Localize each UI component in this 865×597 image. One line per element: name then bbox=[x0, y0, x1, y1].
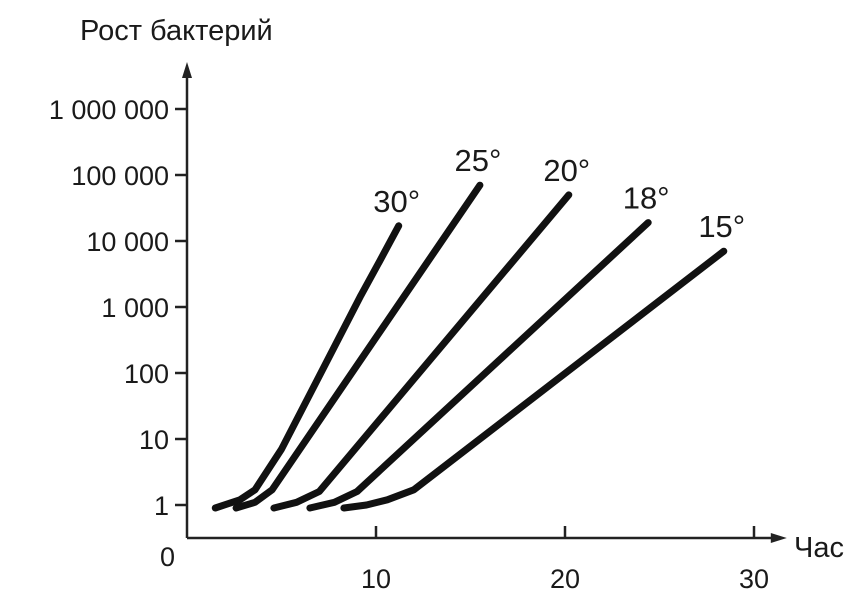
series-label: 30° bbox=[373, 184, 420, 219]
y-ticks: 1 10 100 1 000 10 000 100 000 1 000 000 bbox=[49, 95, 187, 521]
x-tick-label: 20 bbox=[550, 564, 580, 594]
x-axis-arrow-icon bbox=[770, 533, 787, 543]
series-lines: 30° 25° 20° 18° 15° bbox=[211, 143, 745, 512]
y-tick-label: 100 bbox=[124, 359, 169, 389]
y-tick-label: 10 bbox=[139, 425, 169, 455]
y-tick-label: 100 000 bbox=[71, 161, 169, 191]
axes bbox=[182, 62, 787, 543]
series-line bbox=[211, 222, 403, 512]
series-line bbox=[270, 191, 573, 512]
y-axis-arrow-icon bbox=[182, 62, 192, 78]
x-ticks: 10 20 30 bbox=[361, 526, 769, 594]
x-tick-label: 10 bbox=[361, 564, 391, 594]
series-label: 15° bbox=[698, 209, 745, 244]
y-tick-label: 1 000 bbox=[101, 293, 169, 323]
y-tick-label: 1 bbox=[154, 491, 169, 521]
series-line bbox=[232, 181, 484, 512]
x-axis-title: Час bbox=[794, 532, 844, 564]
y-tick-label: 10 000 bbox=[86, 227, 169, 257]
series-line bbox=[306, 219, 652, 512]
series-label: 18° bbox=[623, 181, 670, 216]
series-line bbox=[340, 247, 728, 512]
x-tick-label: 30 bbox=[739, 564, 769, 594]
origin-label: 0 bbox=[160, 542, 175, 572]
y-axis-title: Рост бактерий bbox=[80, 15, 273, 47]
series-label: 25° bbox=[455, 143, 502, 178]
y-tick-label: 1 000 000 bbox=[49, 95, 169, 125]
series-label: 20° bbox=[543, 153, 590, 188]
